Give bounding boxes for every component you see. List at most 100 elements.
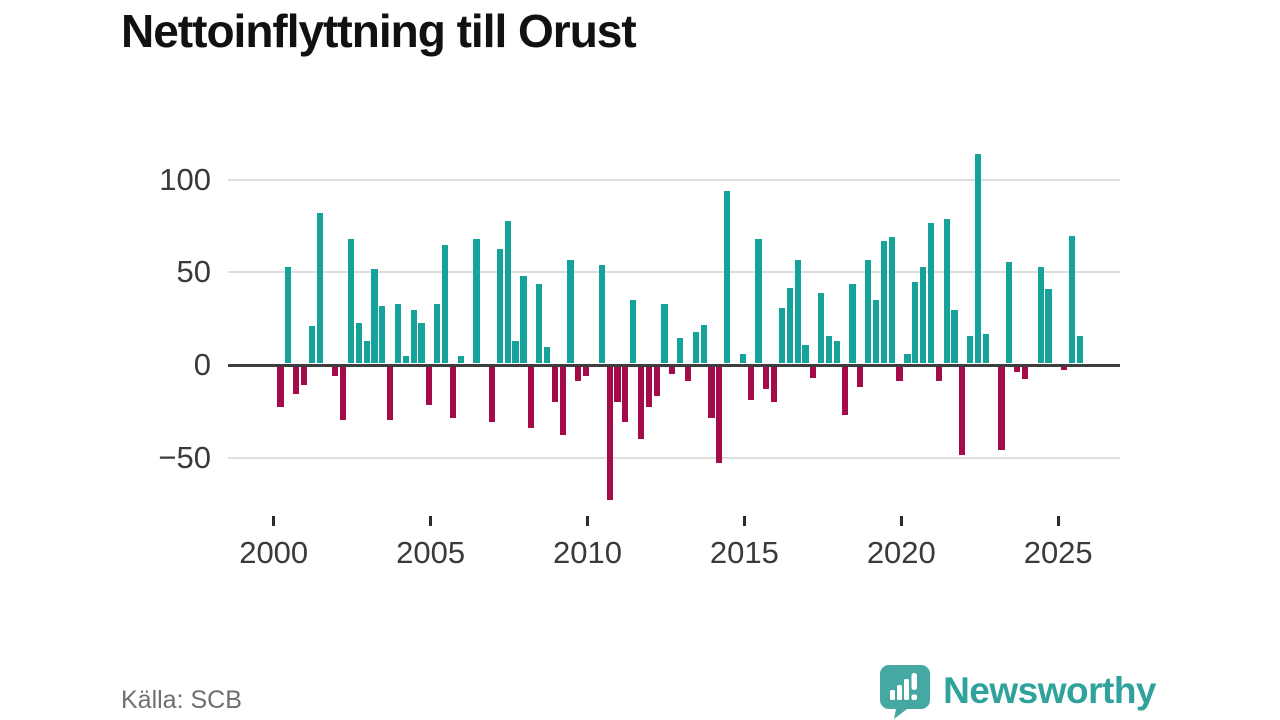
bar [872,300,880,364]
bar [755,239,762,364]
x-axis-label: 2000 [239,535,309,570]
bar [496,248,503,364]
bar [559,366,566,436]
bar [739,354,746,364]
bar [316,213,323,364]
bar [888,237,895,364]
zero-baseline [228,363,1120,367]
bar [771,366,778,402]
bar [967,335,974,364]
bar [575,366,582,382]
bar [387,366,394,421]
bar [786,287,793,364]
bar [637,366,645,439]
bar [371,268,378,364]
bar [379,306,386,364]
bar [716,366,723,463]
gridline-y-100 [228,178,1120,181]
bar [724,191,731,364]
newsworthy-bubble-chart-icon [880,665,931,719]
bar [778,307,786,364]
bar [347,239,355,364]
bar [536,283,543,364]
bar [473,239,480,364]
newsworthy-logo: Newsworthy [878,663,1156,719]
bar [410,309,417,364]
bar [708,366,715,419]
bar [488,366,496,423]
bar [747,366,754,400]
bar [457,356,464,364]
bar [896,366,903,382]
bar [818,293,825,364]
x-axis-tick [1056,516,1060,526]
bar [630,300,637,364]
bar [504,220,511,364]
bar [833,341,840,364]
bar [355,322,362,364]
bar [998,366,1005,450]
bar [308,326,315,364]
bar [669,366,676,374]
bar [692,331,699,364]
bar [402,356,409,364]
bar [802,344,809,364]
bar [1061,366,1068,371]
bar [394,304,402,364]
bar [700,324,707,364]
bar [880,241,887,364]
bar [285,267,292,364]
bar [1021,366,1029,380]
bar [959,366,966,456]
bar [661,304,668,364]
gridline-y-50 [228,271,1120,274]
bar [841,366,848,415]
bar [857,366,864,387]
bar [912,281,919,364]
bar [904,354,911,364]
bar [1037,267,1044,364]
bar [1068,235,1076,364]
bar [794,259,801,364]
bar [622,366,629,423]
gridline-y--50 [228,456,1120,459]
bar [1006,261,1013,364]
bar [974,154,982,364]
bar [293,366,300,395]
x-axis-label: 2005 [396,535,466,570]
bar [340,366,347,421]
bar [943,218,950,364]
source-note: Källa: SCB [121,686,242,714]
bar [825,335,833,364]
x-axis-tick [742,516,746,526]
x-axis-tick [586,516,589,526]
bar [426,366,433,406]
x-axis-label: 2025 [1023,535,1093,570]
y-axis-label: −50 [158,439,211,475]
bar [277,366,284,408]
bar [520,276,527,364]
x-axis-label: 2010 [553,535,622,570]
bar [763,366,770,389]
bar [927,222,935,364]
y-axis-label: 100 [159,161,211,197]
bar [677,337,684,364]
bar [653,366,660,397]
bar [935,366,942,382]
bar [849,283,856,364]
bar [606,366,613,500]
bar [300,366,308,386]
bar [951,309,958,364]
bar [598,265,605,364]
bar [614,366,621,402]
x-axis-tick [899,516,903,526]
bar [528,366,535,428]
bar [645,366,652,408]
bar [1076,335,1083,364]
x-axis-tick [272,516,276,526]
x-axis-label: 2015 [709,535,779,570]
bar [543,346,551,364]
x-axis-label: 2020 [866,535,936,570]
chart-title: Nettoinflyttning till Orust [121,5,637,57]
